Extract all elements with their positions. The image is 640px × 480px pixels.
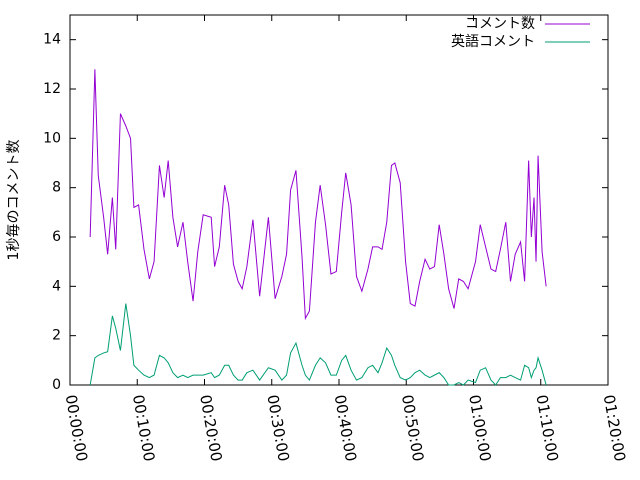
y-tick-label: 12 [43, 81, 61, 97]
y-tick-label: 4 [52, 278, 61, 294]
legend-label: コメント数 [465, 16, 535, 32]
x-tick-label: 00:30:00 [263, 393, 292, 462]
y-axis-label: 1秒毎のコメント数 [6, 140, 22, 261]
x-tick-label: 00:50:00 [398, 393, 427, 462]
x-tick-label: 01:00:00 [465, 393, 494, 462]
x-tick-label: 01:10:00 [532, 393, 561, 462]
x-tick-label: 00:40:00 [331, 393, 360, 462]
series-line [89, 69, 547, 321]
x-tick-label: 01:20:00 [600, 393, 629, 462]
y-tick-label: 2 [52, 328, 61, 344]
x-tick-label: 00:00:00 [62, 393, 91, 462]
legend-label: 英語コメント [451, 33, 535, 50]
x-tick-label: 00:20:00 [196, 393, 225, 462]
y-tick-label: 0 [52, 377, 61, 393]
y-tick-label: 14 [43, 32, 61, 48]
y-tick-label: 6 [52, 229, 61, 245]
x-tick-label: 00:10:00 [129, 393, 158, 462]
series-line [89, 303, 547, 386]
y-tick-label: 8 [52, 180, 61, 196]
y-tick-label: 10 [43, 130, 61, 146]
